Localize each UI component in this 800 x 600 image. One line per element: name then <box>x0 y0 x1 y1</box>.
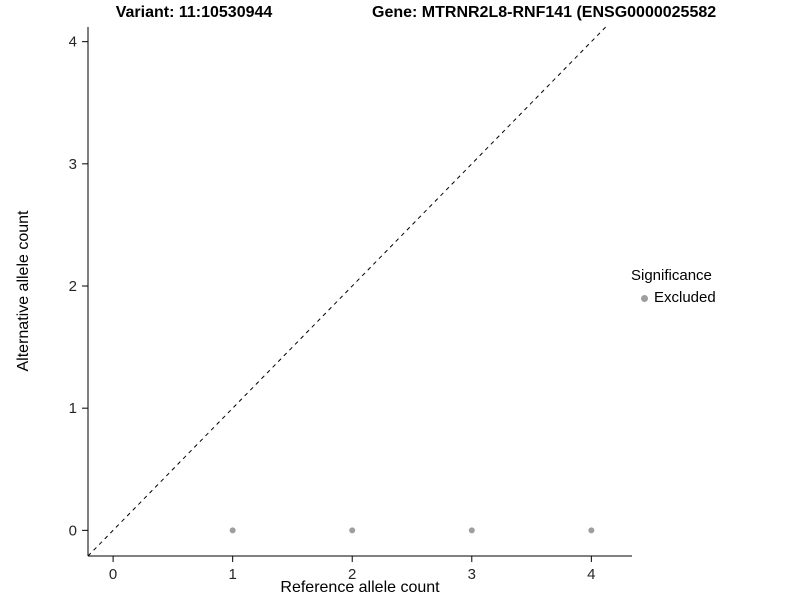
data-point <box>229 527 236 534</box>
y-tick-label: 2 <box>69 278 77 295</box>
y-axis-label: Alternative allele count <box>15 210 32 372</box>
legend-item-excluded: Excluded <box>641 288 716 308</box>
x-tick-label: 0 <box>109 566 117 583</box>
data-point <box>349 527 356 534</box>
x-tick-label: 3 <box>468 566 476 583</box>
x-tick-label: 1 <box>228 566 236 583</box>
x-axis-label: Reference allele count <box>280 579 440 596</box>
x-tick-label: 4 <box>587 566 595 583</box>
plot-title-gene: Gene: MTRNR2L8-RNF141 (ENSG0000025582 <box>372 4 717 21</box>
data-point <box>468 527 475 534</box>
legend: Significance Excluded <box>631 266 716 308</box>
legend-item-label: Excluded <box>654 289 716 306</box>
y-tick-label: 1 <box>69 400 77 417</box>
plot-title-variant: Variant: 11:10530944 <box>115 4 273 21</box>
data-point <box>588 527 595 534</box>
legend-title: Significance <box>631 267 712 284</box>
x-tick-label: 2 <box>348 566 356 583</box>
legend-point-icon <box>641 294 648 302</box>
y-tick-label: 3 <box>69 156 77 173</box>
y-tick-label: 0 <box>69 522 77 539</box>
identity-line <box>87 26 607 557</box>
y-tick-label: 4 <box>69 34 77 51</box>
